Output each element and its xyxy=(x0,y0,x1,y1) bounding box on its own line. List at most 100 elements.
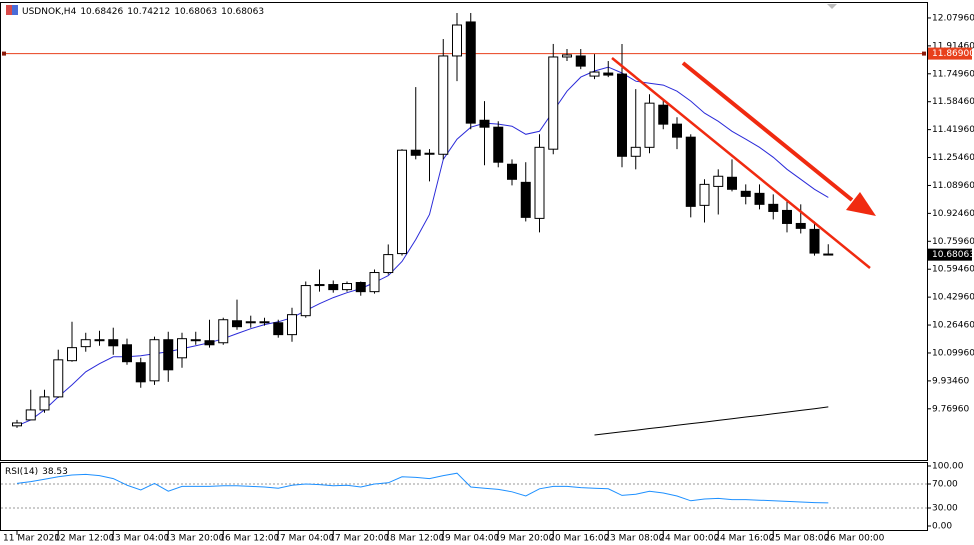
y-tick-label: 9.76960 xyxy=(932,404,969,414)
bull-candle-body xyxy=(438,55,449,155)
x-tick-label: 13 Mar 20:00 xyxy=(164,534,224,544)
y-tick-label: 10.42960 xyxy=(932,293,974,303)
x-tick-label: 20 Mar 16:00 xyxy=(549,534,609,544)
y-tick-label: 11.58460 xyxy=(932,97,974,107)
x-tick-label: 23 Mar 08:00 xyxy=(604,534,664,544)
bull-candle-body xyxy=(67,347,77,362)
bull-candle-body xyxy=(548,56,559,150)
y-tick-label: 11.41960 xyxy=(932,125,974,135)
bear-candle-body xyxy=(493,126,504,163)
rsi-name: RSI(14) xyxy=(5,467,38,477)
x-tick-label: 26 Mar 00:00 xyxy=(824,534,884,544)
y-tick-label: 11.91460 xyxy=(932,41,974,51)
x-tick-label: 24 Mar 00:00 xyxy=(659,534,719,544)
level-anchor xyxy=(2,51,6,56)
marks: 12.07960 11.91460 11.74960 11.58460 11.41960… xyxy=(1,12,974,544)
bear-candle-body xyxy=(479,119,490,128)
bull-candle-body xyxy=(644,102,655,148)
bear-candle-body xyxy=(122,344,132,363)
x-tick-label: 19 Mar 04:00 xyxy=(439,534,499,544)
trend-arrow-shaft xyxy=(681,61,854,202)
rsi-y-tick-label: 100.00 xyxy=(932,462,964,472)
x-tick-label: 19 Mar 20:00 xyxy=(494,534,554,544)
bear-candle-body xyxy=(410,149,421,156)
level-tag xyxy=(928,47,972,60)
level-tag-label: 11.86900 xyxy=(932,49,974,59)
bear-candle-body xyxy=(782,209,792,224)
x-tick-label: 11 Mar 2020 xyxy=(3,534,60,544)
bull-candle-body xyxy=(218,319,229,344)
bear-candle-body xyxy=(617,73,627,157)
rsi-header: RSI(14) 38.53 xyxy=(5,467,68,477)
trend-arrow-head xyxy=(846,192,876,216)
x-tick-label: 18 Mar 12:00 xyxy=(384,534,444,544)
bull-candle-body xyxy=(452,24,462,57)
x-tick-label: 17 Mar 20:00 xyxy=(329,534,389,544)
rsi-y-tick-label: 70.00 xyxy=(932,480,958,490)
bear-candle-body xyxy=(163,339,174,371)
bull-candle-body xyxy=(383,254,394,274)
y-tick-label: 10.92460 xyxy=(932,209,974,219)
y-tick-label: 9.93460 xyxy=(932,376,969,386)
bear-candle-body xyxy=(520,181,531,218)
bear-candle-body xyxy=(754,192,765,205)
moving-average-line xyxy=(594,406,829,436)
header-text: USDNOK,H4 10.68426 10.74212 10.68063 10.6806… xyxy=(22,7,264,17)
bull-candle-body xyxy=(149,339,160,382)
y-tick-label: 10.75960 xyxy=(932,237,974,247)
bear-candle-body xyxy=(204,340,215,346)
trend-line xyxy=(611,57,871,269)
rsi-panel-frame xyxy=(0,462,928,531)
level-anchor xyxy=(922,51,926,56)
bear-candle-body xyxy=(273,322,284,336)
bear-candle-body xyxy=(507,163,517,180)
last-price-label: 10.68063 xyxy=(932,250,974,260)
x-tick-label: 12 Mar 12:00 xyxy=(54,534,114,544)
bear-candle-body xyxy=(823,253,834,256)
bear-candle-body xyxy=(768,203,779,212)
bull-candle-body xyxy=(589,71,600,77)
bull-candle-body xyxy=(314,284,325,287)
bull-candle-body xyxy=(80,339,91,348)
bull-candle-body xyxy=(287,314,297,336)
y-tick-label: 11.25460 xyxy=(932,153,974,163)
rsi-line xyxy=(16,472,829,504)
bear-candle-body xyxy=(658,104,669,125)
bull-candle-body xyxy=(12,422,22,427)
bull-candle-body xyxy=(94,339,105,342)
bull-candle-body xyxy=(424,152,435,155)
bear-candle-body xyxy=(809,228,820,254)
x-tick-label: 24 Mar 16:00 xyxy=(714,534,774,544)
drawn-trend-objects xyxy=(611,57,876,269)
bull-candle-body xyxy=(699,183,710,206)
bull-candle-body xyxy=(534,146,545,219)
bull-candle-body xyxy=(562,54,572,58)
high-value: 10.74212 xyxy=(127,7,170,17)
bull-candle-body xyxy=(245,321,256,324)
bear-candle-body xyxy=(795,222,806,229)
bull-candle-body xyxy=(25,409,36,421)
bear-candle-body xyxy=(672,123,682,138)
x-tick-label: 16 Mar 12:00 xyxy=(219,534,279,544)
bear-candle-body xyxy=(685,136,696,207)
bear-candle-body xyxy=(190,339,201,342)
main-panel-frame xyxy=(0,2,928,461)
bear-candle-body xyxy=(108,339,119,347)
bull-candle-body xyxy=(397,149,407,255)
bull-candle-body xyxy=(369,272,380,293)
y-tick-label: 10.09960 xyxy=(932,348,974,358)
bull-candle-body xyxy=(177,338,187,359)
rsi-y-tick-label: 0.00 xyxy=(932,522,952,532)
bull-candle-body xyxy=(300,285,311,317)
bear-candle-body xyxy=(232,320,242,328)
bear-candle-body xyxy=(355,282,366,293)
bear-candle-body xyxy=(727,176,737,190)
y-tick-label: 10.59460 xyxy=(932,265,974,275)
open-value: 10.68426 xyxy=(80,7,123,17)
bear-candle-body xyxy=(135,362,146,383)
x-tick-label: 25 Mar 08:00 xyxy=(769,534,829,544)
bull-candle-body xyxy=(713,175,724,187)
bear-candle-body xyxy=(465,21,476,124)
bull-candle-body xyxy=(630,146,641,157)
